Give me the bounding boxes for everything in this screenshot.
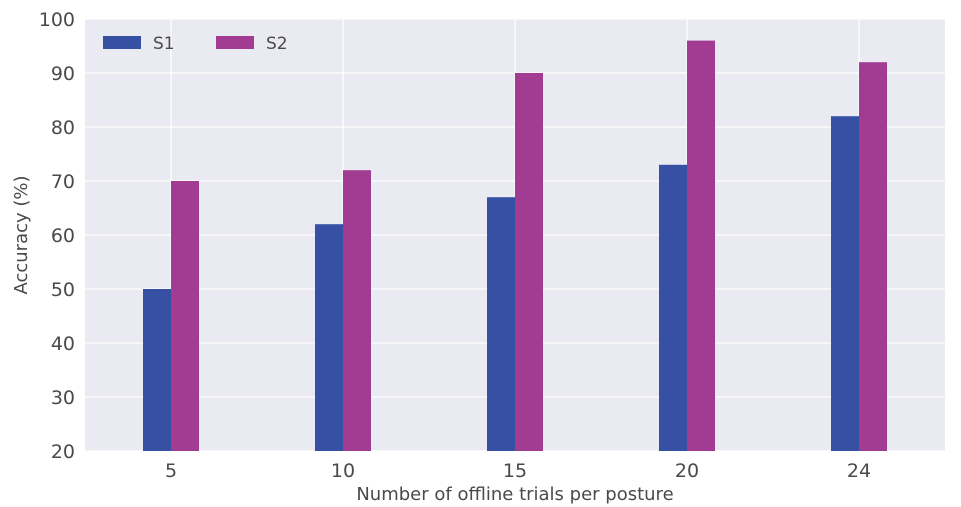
x-tick-label: 24 <box>847 460 871 482</box>
y-tick-label: 40 <box>51 333 75 355</box>
legend-swatch-s1 <box>103 36 141 49</box>
legend-label-s1: S1 <box>153 34 175 54</box>
y-tick-label: 80 <box>51 117 75 139</box>
x-tick-label: 15 <box>503 460 527 482</box>
bars <box>143 40 887 452</box>
legend: S1 S2 <box>103 34 288 54</box>
bar-s2-20 <box>687 40 715 451</box>
x-tick-label: 10 <box>331 460 355 482</box>
y-tick-label: 20 <box>51 441 75 463</box>
x-axis-label: Number of offline trials per posture <box>356 484 673 505</box>
bar-s1-10 <box>315 224 343 451</box>
y-tick-labels: 20 30 40 50 60 70 80 90 100 <box>39 9 75 463</box>
bar-s2-24 <box>859 62 887 451</box>
bar-s1-24 <box>831 116 859 451</box>
legend-label-s2: S2 <box>266 34 288 54</box>
x-tick-label: 20 <box>675 460 699 482</box>
y-tick-label: 60 <box>51 225 75 247</box>
bar-s1-20 <box>659 164 687 452</box>
bar-s1-15 <box>487 197 515 451</box>
x-tick-labels: 5 10 15 20 24 <box>165 460 871 482</box>
y-axis-label: Accuracy (%) <box>11 175 32 294</box>
y-tick-label: 90 <box>51 63 75 85</box>
legend-swatch-s2 <box>216 36 254 49</box>
y-tick-label: 100 <box>39 9 75 31</box>
y-tick-label: 50 <box>51 279 75 301</box>
bar-s2-5 <box>171 181 199 451</box>
x-tick-label: 5 <box>165 460 177 482</box>
bar-s2-15 <box>515 73 543 451</box>
y-tick-label: 70 <box>51 171 75 193</box>
y-tick-label: 30 <box>51 387 75 409</box>
bar-s2-10 <box>343 170 371 451</box>
bar-s1-5 <box>143 289 171 451</box>
